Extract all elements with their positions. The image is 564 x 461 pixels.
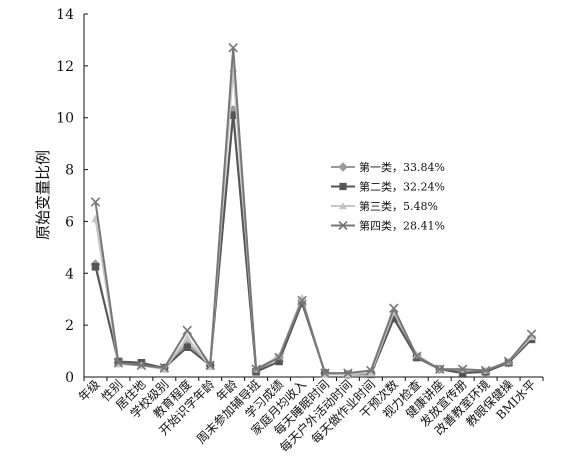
- legend-marker: [338, 162, 348, 172]
- data-point: [113, 357, 124, 368]
- y-tick-label: 0: [65, 370, 74, 386]
- x-axis-ticks: 年级性别居住地学校级别教育程度开始识字年龄年龄周末参加辅导班学习成绩家庭月均收入…: [76, 377, 544, 455]
- legend-label: 第一类，33.84%: [359, 160, 445, 174]
- data-point: [136, 360, 147, 371]
- y-tick-label: 8: [65, 163, 74, 179]
- data-point: [366, 368, 376, 377]
- legend-marker: [338, 220, 348, 231]
- y-tick-label: 2: [65, 318, 74, 334]
- legend-item: 第二类，32.24%: [331, 180, 445, 194]
- series-4: [90, 42, 537, 378]
- data-point: [183, 343, 192, 351]
- y-axis-ticks: 0 2 4 6 8 10 12 14: [56, 7, 88, 386]
- data-point: [389, 303, 399, 314]
- data-point: [274, 352, 284, 363]
- data-point: [183, 333, 192, 342]
- data-point: [320, 368, 330, 378]
- data-point: [228, 64, 238, 72]
- series-line: [94, 67, 533, 376]
- data-point: [343, 368, 353, 378]
- data-point: [90, 197, 101, 207]
- data-point: [458, 369, 467, 377]
- data-point: [91, 263, 100, 271]
- legend-label: 第三类，5.48%: [359, 199, 438, 213]
- y-tick-label: 14: [56, 7, 74, 23]
- data-point: [412, 351, 422, 362]
- series-line: [94, 46, 533, 375]
- data-point: [229, 111, 237, 119]
- legend-item: 第三类，5.48%: [331, 199, 438, 213]
- legend-marker: [339, 202, 347, 210]
- legend-marker: [339, 182, 347, 191]
- legend-item: 第一类，33.84%: [331, 160, 445, 174]
- y-axis-title: 原始变量比例: [34, 150, 52, 240]
- y-tick-label: 12: [56, 59, 74, 75]
- data-point: [228, 42, 238, 53]
- data-point: [251, 364, 261, 374]
- legend-label: 第二类，32.24%: [359, 180, 445, 194]
- data-point: [182, 325, 193, 336]
- data-point: [390, 314, 398, 323]
- y-tick-label: 6: [65, 214, 74, 230]
- data-point: [503, 356, 514, 367]
- y-tick-label: 4: [65, 266, 74, 282]
- data-point: [480, 365, 491, 376]
- data-point: [526, 329, 537, 339]
- legend-label: 第四类，28.41%: [359, 219, 445, 233]
- data-point: [366, 365, 376, 376]
- legend-item: 第四类，28.41%: [331, 219, 445, 233]
- data-point: [297, 295, 307, 306]
- data-point: [275, 357, 283, 366]
- data-point: [205, 360, 215, 371]
- series-3: [91, 64, 536, 378]
- legend: 第一类，33.84% 第二类，32.24% 第三类，5.48% 第四类，28.41%: [331, 160, 445, 233]
- series-layer: [90, 42, 537, 380]
- data-point: [457, 364, 468, 374]
- data-point: [434, 364, 445, 374]
- data-point: [527, 332, 536, 341]
- y-tick-label: 10: [56, 111, 74, 127]
- x-category-label: 年级: [76, 377, 103, 404]
- data-point: [159, 363, 170, 373]
